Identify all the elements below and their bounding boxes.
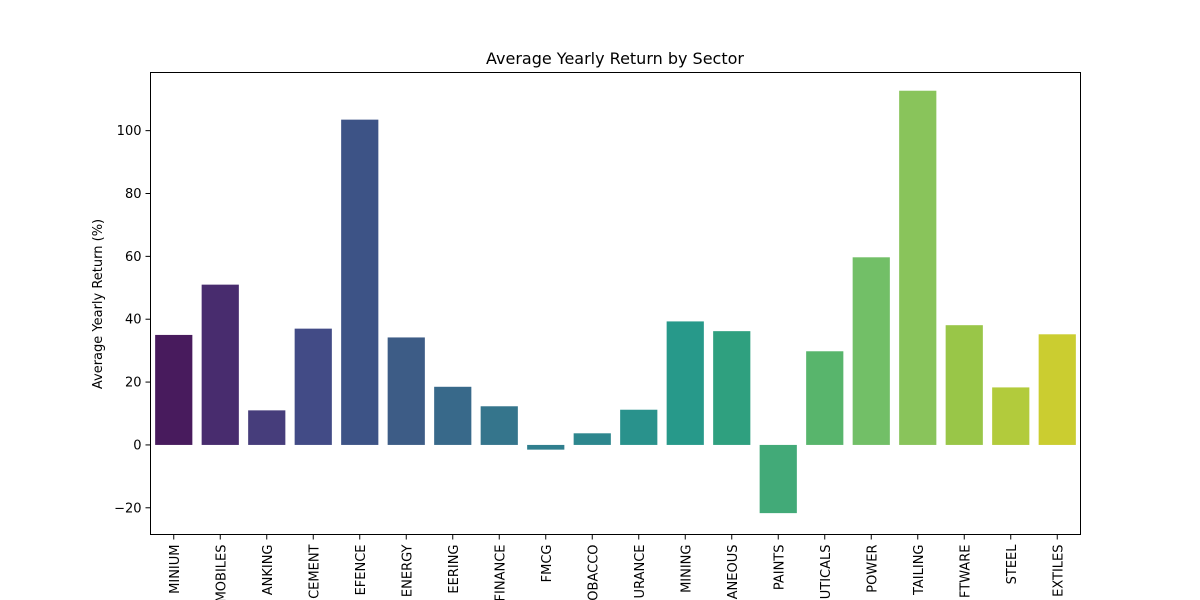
- x-tick-label: ANEOUS: [726, 545, 741, 600]
- x-tick-label: STEEL: [1005, 544, 1020, 585]
- x-tick-label: OBACCO: [586, 545, 601, 600]
- x-axis: MINIUM MOBILES ANKING CEMENT EFENCE ENERGY EER…: [168, 534, 1066, 600]
- x-tick-label: MOBILES: [214, 545, 229, 600]
- bar-energy: [387, 337, 425, 445]
- x-tick-label: PAINTS: [772, 545, 787, 591]
- bar-obacco: [573, 433, 611, 445]
- y-tick-label: 100: [117, 124, 142, 139]
- chart-title: Average Yearly Return by Sector: [486, 49, 744, 68]
- y-axis: −20 0 20 40 60 80 100: [114, 124, 151, 516]
- x-tick-label: FMCG: [540, 545, 555, 583]
- y-tick-label: −20: [114, 501, 141, 516]
- bar-mining: [666, 321, 704, 445]
- bar-power: [852, 257, 890, 445]
- x-tick-label: EFENCE: [354, 545, 369, 596]
- y-tick-label: 80: [125, 187, 142, 202]
- x-tick-label: MINING: [679, 545, 694, 593]
- bar-efence: [341, 119, 379, 445]
- bar-ftware: [945, 325, 983, 445]
- bar-minium: [155, 334, 193, 445]
- x-tick-label: ENERGY: [400, 544, 415, 597]
- bar-eering: [434, 386, 472, 445]
- x-tick-label: MINIUM: [168, 545, 183, 594]
- x-tick-label: TAILING: [912, 545, 927, 597]
- bar-paints: [759, 444, 797, 514]
- x-tick-label: EXTILES: [1051, 545, 1066, 597]
- bar-tailing: [899, 90, 937, 445]
- y-axis-title: Average Yearly Return (%): [91, 219, 106, 389]
- x-tick-label: UTICALS: [819, 545, 834, 600]
- x-tick-label: ANKING: [261, 545, 276, 596]
- y-tick-label: 20: [125, 376, 142, 391]
- y-tick-label: 60: [125, 250, 142, 265]
- x-tick-label: POWER: [865, 545, 880, 593]
- bar-finance: [480, 406, 518, 445]
- bar-extiles: [1038, 334, 1076, 445]
- bar-mobiles: [201, 284, 239, 445]
- x-tick-label: URANCE: [633, 545, 648, 599]
- x-tick-label: FINANCE: [493, 545, 508, 600]
- y-tick-label: 0: [133, 438, 141, 453]
- bar-fmcg: [527, 444, 565, 450]
- bars-group: [155, 90, 1076, 514]
- x-tick-label: CEMENT: [307, 544, 322, 598]
- bar-cement: [294, 328, 332, 445]
- plot-frame: [150, 72, 1081, 535]
- bar-urance: [620, 409, 658, 445]
- bar-steel: [992, 387, 1030, 445]
- bar-uticals: [806, 351, 844, 445]
- y-tick-label: 40: [125, 313, 142, 328]
- bar-aneous: [713, 331, 751, 445]
- x-tick-label: EERING: [447, 545, 462, 594]
- x-tick-label: FTWARE: [958, 545, 973, 598]
- bar-anking: [248, 410, 286, 445]
